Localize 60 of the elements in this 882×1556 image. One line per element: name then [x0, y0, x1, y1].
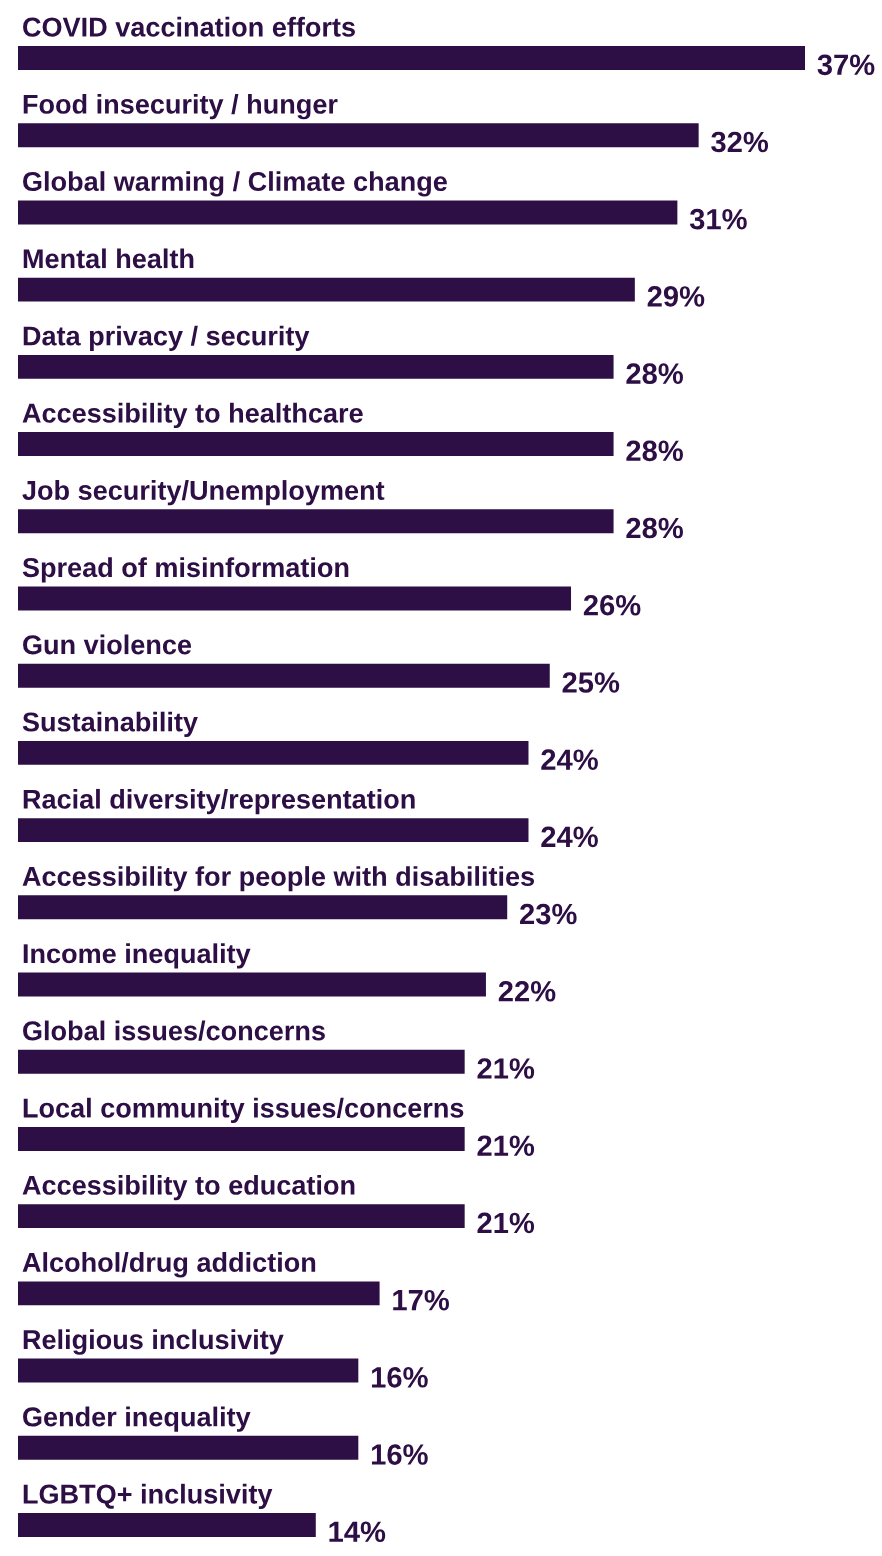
bar [18, 509, 614, 534]
y-tick-label: Gun violence [23, 634, 192, 655]
y-tick-label: Global warming / Climate change [23, 171, 447, 197]
bar [18, 1204, 465, 1229]
data-label: 21% [477, 1135, 535, 1156]
y-tick-label: Global issues/concerns [23, 1020, 325, 1041]
bar [18, 1049, 465, 1074]
data-label: 37% [817, 54, 875, 76]
y-tick-label: Spread of misinformation [22, 557, 349, 583]
data-label: 31% [689, 208, 747, 230]
data-label: 24% [541, 826, 598, 848]
y-tick-label: Accessibility to healthcare [22, 402, 363, 429]
data-label: 24% [541, 749, 598, 770]
y-tick-label: Data privacy / security [23, 325, 310, 351]
bar [18, 200, 678, 225]
bar [18, 1126, 465, 1151]
bar [18, 1358, 359, 1383]
bar [18, 277, 635, 302]
bar [18, 586, 572, 611]
bar [18, 46, 805, 70]
data-label: 23% [520, 903, 577, 925]
data-label: 21% [477, 1058, 535, 1079]
data-label: 26% [583, 594, 641, 616]
y-tick-label: Income inequality [23, 943, 251, 969]
bar [18, 895, 508, 920]
y-tick-label: Sustainability [22, 711, 198, 737]
data-label: 29% [647, 286, 705, 307]
y-tick-label: Local community issues/concerns [23, 1097, 464, 1123]
bar [18, 432, 614, 457]
bar [18, 972, 486, 997]
y-tick-label: Gender inequality [23, 1406, 251, 1432]
y-tick-label: Job security/Unemployment [22, 480, 385, 506]
bar [18, 123, 699, 148]
y-tick-label: Alcohol/drug addiction [22, 1252, 316, 1278]
bar [18, 354, 614, 379]
bar [18, 1281, 380, 1306]
data-label: 21% [477, 1212, 535, 1234]
data-label: 22% [498, 980, 556, 1002]
data-label: 14% [329, 1521, 386, 1543]
bar [18, 818, 529, 843]
y-tick-label: COVID vaccination efforts [23, 16, 355, 37]
bar [18, 1435, 359, 1460]
y-tick-label: Mental health [23, 248, 194, 269]
data-label: 32% [711, 131, 769, 153]
data-label: 25% [562, 672, 620, 693]
bar [18, 740, 529, 765]
y-tick-label: Religious inclusivity [23, 1329, 284, 1355]
data-label: 28% [626, 517, 683, 539]
data-label: 28% [626, 363, 683, 384]
data-label: 16% [371, 1367, 428, 1388]
data-label: 16% [371, 1444, 428, 1465]
y-tick-label: Accessibility for people with disabilities [22, 866, 535, 892]
y-tick-label: Food insecurity / hunger [23, 93, 338, 120]
y-tick-label: Accessibility to education [22, 1174, 355, 1201]
data-label: 17% [393, 1289, 450, 1311]
data-label: 28% [626, 440, 683, 462]
bar [18, 663, 550, 688]
y-tick-label: LGBTQ+ inclusivity [23, 1483, 273, 1510]
y-tick-label: Racial diversity/representation [23, 788, 415, 815]
bar [18, 1513, 316, 1537]
